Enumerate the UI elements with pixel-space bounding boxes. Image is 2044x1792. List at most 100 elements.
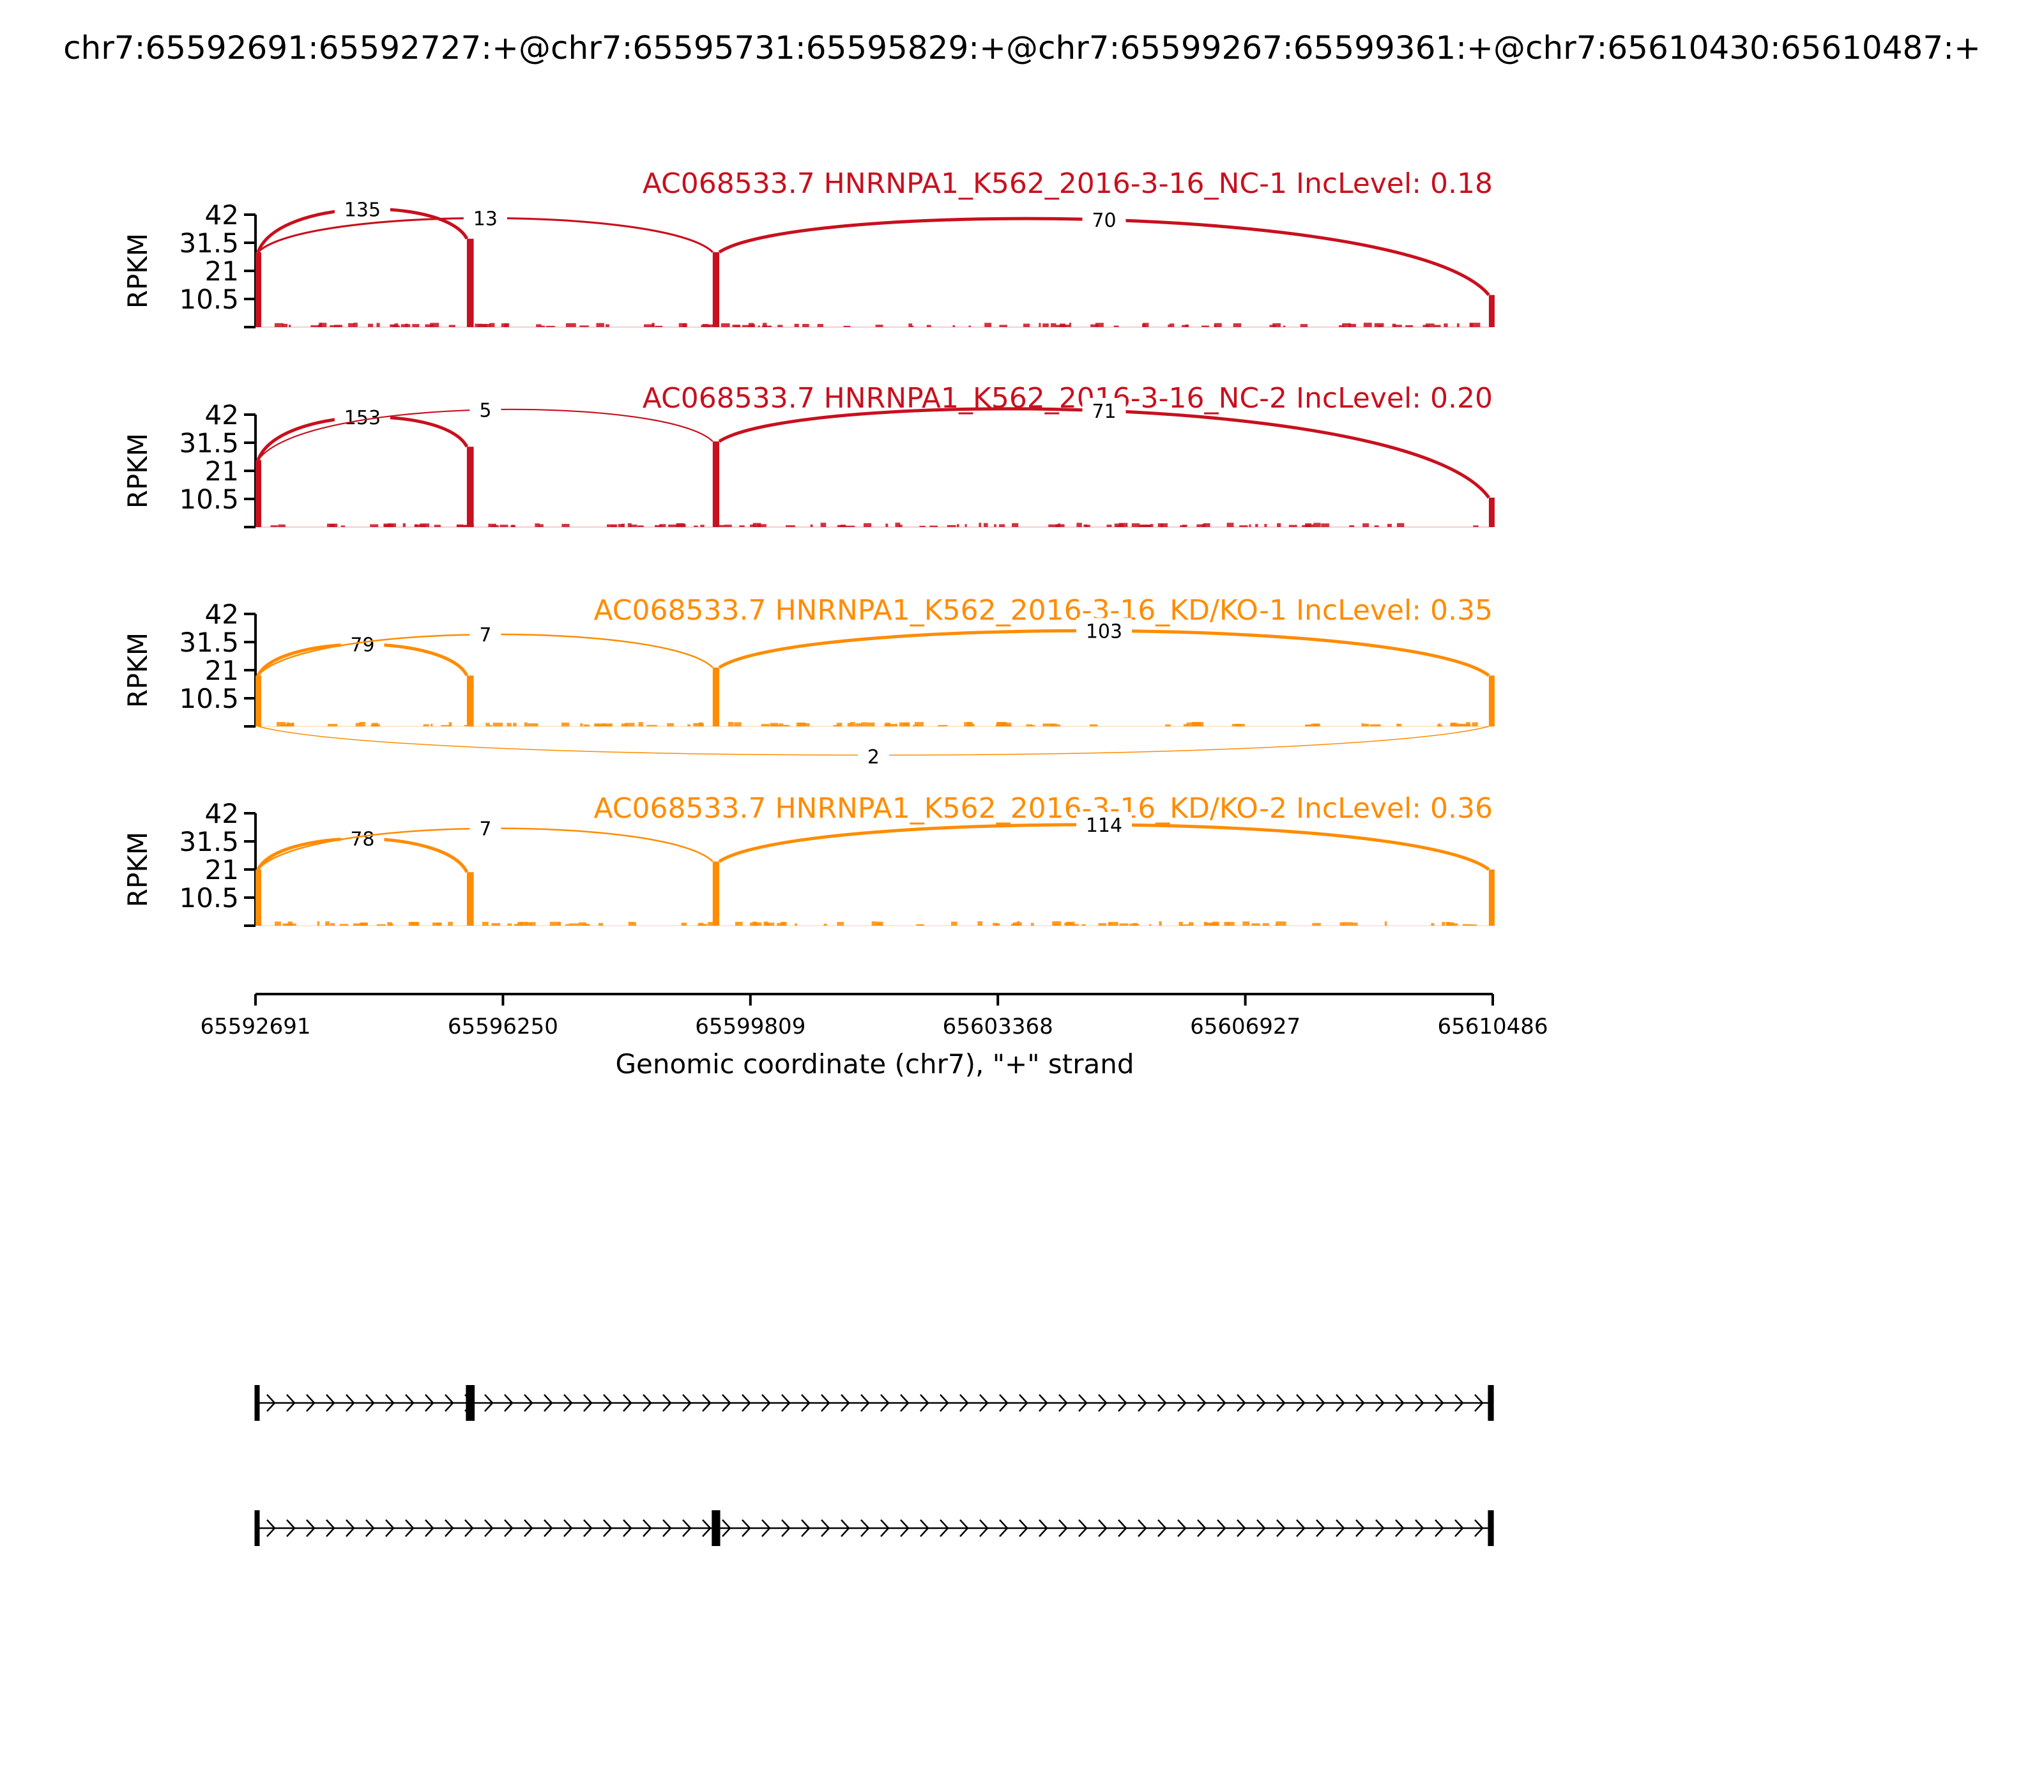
strand-arrow [1039,1519,1048,1537]
coverage-noise [993,923,998,926]
coverage-noise [1338,325,1345,327]
y-tick-label: 10.5 [179,882,239,914]
x-tick-label: 65596250 [448,1014,558,1039]
y-tick-label: 42 [205,399,239,431]
coverage-noise [1255,524,1258,527]
coverage-noise [288,325,291,327]
y-tick-label: 31.5 [179,627,239,658]
coverage-noise [618,524,624,527]
junction-count-label: 7 [479,818,491,841]
strand-arrow [781,1519,791,1537]
coverage-noise [885,723,891,726]
coverage-noise [1444,323,1448,327]
coverage-noise [848,525,855,527]
coverage-noise [1194,722,1204,726]
strand-arrow [900,1394,910,1412]
coverage-noise [770,723,779,726]
coverage-noise [911,325,914,327]
strand-arrow [1375,1394,1385,1412]
coverage-noise [565,924,570,926]
coverage-noise [328,724,338,726]
coverage-noise [441,724,450,726]
coverage-bar [466,675,474,726]
coverage-noise [1405,325,1414,327]
coverage-noise [325,921,330,926]
coverage-noise [578,922,586,926]
coverage-noise [929,525,938,527]
coverage-noise [430,323,439,327]
strand-arrow [603,1519,613,1537]
isoform-exon-block [254,1510,260,1546]
coverage-noise [1251,923,1260,926]
strand-arrow [1118,1519,1127,1537]
coverage-noise [1239,525,1248,527]
coverage-bar [256,460,261,527]
coverage-noise [863,523,872,527]
coverage-noise [513,723,517,726]
strand-arrow [801,1519,811,1537]
junction-label-bg [469,397,501,423]
coverage-noise [763,921,768,926]
coverage-noise [353,923,364,926]
strand-arrow [445,1394,454,1412]
strand-arrow [425,1519,434,1537]
coverage-noise [1262,923,1269,926]
coverage-noise [1141,324,1146,327]
coverage-noise [1442,922,1445,926]
coverage-noise [1342,323,1351,327]
coverage-noise [415,524,426,527]
coverage-noise [1473,525,1479,527]
strand-arrow [860,1519,870,1537]
y-tick-label: 21 [205,655,239,686]
junction-count-label: 135 [344,199,381,222]
coverage-noise [1204,923,1212,926]
coverage-bar [466,872,474,926]
coverage-noise [707,324,713,327]
junction-label-bg [1082,397,1126,424]
y-tick-label: 42 [205,199,239,231]
track-label: AC068533.7 HNRNPA1_K562_2016-3-16_KD/KO-… [593,594,1493,627]
x-tick-label: 65592691 [200,1014,310,1039]
coverage-noise [1108,922,1118,926]
track-label: AC068533.7 HNRNPA1_K562_2016-3-16_KD/KO-… [593,792,1493,825]
coverage-noise [1039,323,1041,327]
coverage-noise [968,325,971,327]
strand-arrow [1375,1519,1385,1537]
coverage-bar [466,238,474,327]
coverage-noise [606,324,609,327]
coverage-noise [431,723,433,726]
coverage-noise [482,324,491,327]
coverage-noise [698,722,703,726]
coverage-noise [1446,922,1454,926]
strand-arrow [821,1519,830,1537]
coverage-noise [977,921,983,926]
coverage-noise [1138,525,1148,527]
coverage-noise [1159,921,1162,926]
coverage-noise [278,524,286,527]
coverage-noise [1030,923,1034,926]
coverage-noise [777,325,783,327]
y-tick-label: 42 [205,599,239,630]
coverage-noise [984,323,992,327]
strand-arrow [1197,1394,1207,1412]
coverage-noise [734,325,741,327]
coverage-noise [1378,325,1382,327]
strand-arrow [1395,1394,1405,1412]
coverage-noise [561,723,570,726]
coverage-noise [538,524,544,527]
coverage-noise [632,922,636,926]
coverage-noise [875,325,883,327]
y-tick-label: 10.5 [179,683,239,714]
coverage-noise [735,921,743,926]
coverage-noise [643,324,655,327]
coverage-noise [926,325,931,327]
coverage-noise [1275,924,1278,926]
coverage-noise [1369,724,1381,726]
coverage-noise [777,923,786,926]
y-axis-label: RPKM [122,233,153,309]
coverage-noise [950,921,957,926]
coverage-noise [376,323,380,327]
strand-arrow [1157,1519,1167,1537]
coverage-noise [1450,723,1457,726]
